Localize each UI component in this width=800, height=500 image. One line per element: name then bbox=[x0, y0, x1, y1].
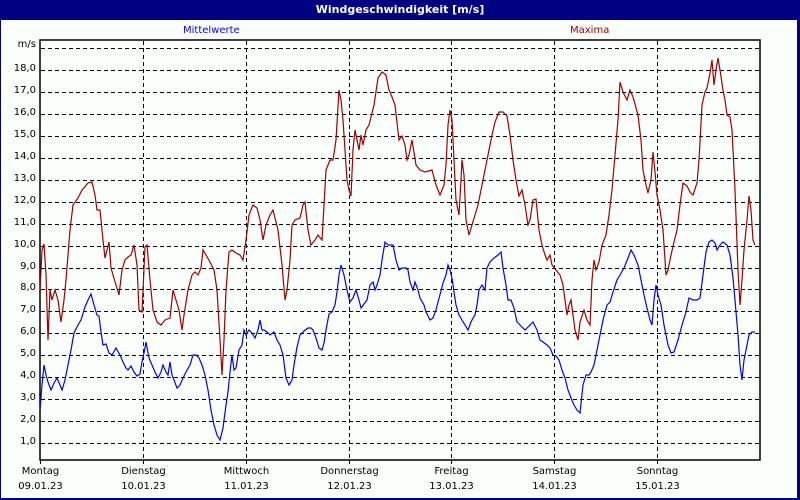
y-tick-label: 11,0 bbox=[13, 216, 36, 228]
x-tick-day: Samstag bbox=[532, 466, 577, 477]
y-axis-unit: m/s bbox=[17, 39, 36, 50]
x-tick-day: Sonntag bbox=[636, 466, 679, 477]
x-tick-day: Mittwoch bbox=[223, 466, 270, 477]
y-tick-label: 13,0 bbox=[13, 172, 36, 184]
legend-maxima: Maxima bbox=[570, 25, 610, 36]
x-tick-date: 15.01.23 bbox=[635, 481, 680, 492]
y-tick-label: 4,0 bbox=[20, 370, 36, 382]
x-tick-date: 12.01.23 bbox=[327, 481, 372, 492]
y-tick-label: 5,0 bbox=[20, 348, 36, 360]
x-tick-date: 10.01.23 bbox=[121, 481, 166, 492]
y-tick-label: 8,0 bbox=[20, 282, 36, 294]
y-tick-label: 3,0 bbox=[20, 392, 36, 404]
x-tick-date: 09.01.23 bbox=[18, 481, 63, 492]
y-tick-label: 16,0 bbox=[13, 106, 36, 118]
x-tick-day: Freitag bbox=[434, 466, 469, 477]
y-tick-label: 7,0 bbox=[20, 304, 36, 316]
x-tick-date: 11.01.23 bbox=[224, 481, 269, 492]
x-tick-day: Donnerstag bbox=[320, 466, 379, 477]
y-tick-label: 17,0 bbox=[13, 85, 36, 97]
y-tick-label: 9,0 bbox=[20, 260, 36, 272]
y-tick-label: 14,0 bbox=[13, 150, 36, 162]
chart-title: Windgeschwindigkeit [m/s] bbox=[0, 0, 800, 20]
maxima-line bbox=[39, 57, 756, 376]
x-tick-date: 14.01.23 bbox=[532, 481, 577, 492]
legend-mittelwerte: Mittelwerte bbox=[183, 25, 240, 36]
y-tick-label: 18,0 bbox=[13, 63, 36, 75]
y-tick-label: 6,0 bbox=[20, 326, 36, 338]
plot-frame bbox=[39, 39, 761, 461]
y-tick-label: 1,0 bbox=[20, 436, 36, 448]
y-tick-label: 2,0 bbox=[20, 414, 36, 426]
y-tick-label: 15,0 bbox=[13, 128, 36, 140]
x-tick-day: Montag bbox=[21, 466, 60, 477]
x-tick-day: Dienstag bbox=[121, 466, 166, 477]
y-tick-label: 10,0 bbox=[13, 238, 36, 250]
y-tick-label: 12,0 bbox=[13, 194, 36, 206]
x-tick-date: 13.01.23 bbox=[429, 481, 474, 492]
grid-lines bbox=[40, 41, 759, 464]
mittelwerte-line bbox=[39, 239, 755, 442]
